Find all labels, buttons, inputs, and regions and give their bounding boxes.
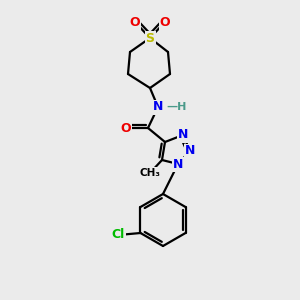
Text: CH₃: CH₃ [140, 168, 160, 178]
Text: N: N [173, 158, 183, 170]
Text: N: N [185, 145, 195, 158]
Text: Cl: Cl [112, 229, 125, 242]
Text: O: O [121, 122, 131, 134]
Text: —H: —H [166, 102, 186, 112]
Text: S: S [146, 32, 154, 44]
Text: N: N [178, 128, 188, 142]
Text: O: O [130, 16, 140, 28]
Text: O: O [160, 16, 170, 28]
Text: N: N [153, 100, 163, 113]
